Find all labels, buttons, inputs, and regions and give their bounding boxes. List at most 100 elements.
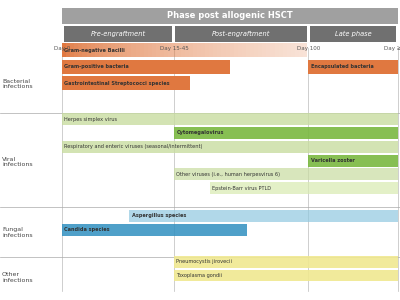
Bar <box>250 44 254 57</box>
Bar <box>258 44 262 57</box>
Bar <box>107 44 111 57</box>
Bar <box>78 44 82 57</box>
Bar <box>230 44 234 57</box>
Bar <box>164 44 168 57</box>
Bar <box>148 44 152 57</box>
FancyBboxPatch shape <box>62 8 398 24</box>
FancyBboxPatch shape <box>310 26 396 42</box>
Bar <box>123 44 128 57</box>
Text: Encapsulated bacteria: Encapsulated bacteria <box>311 64 374 69</box>
Bar <box>287 44 291 57</box>
Bar <box>174 168 398 180</box>
Text: Candida species: Candida species <box>64 227 110 232</box>
Bar <box>62 44 66 57</box>
Bar <box>222 44 226 57</box>
Text: Post-engraftment: Post-engraftment <box>212 31 270 37</box>
Text: Day 0: Day 0 <box>54 46 70 51</box>
Bar <box>274 44 279 57</box>
Bar <box>160 44 164 57</box>
Bar <box>210 182 398 194</box>
Bar <box>174 127 398 139</box>
Bar <box>86 44 91 57</box>
Text: Aspergillus species: Aspergillus species <box>132 214 186 218</box>
Text: Late phase: Late phase <box>335 31 372 37</box>
Bar <box>62 224 247 236</box>
Bar <box>132 44 136 57</box>
Bar <box>168 44 172 57</box>
Text: Fungal
infections: Fungal infections <box>2 227 33 238</box>
Bar <box>283 44 287 57</box>
Bar <box>205 44 209 57</box>
Text: Day ≥365: Day ≥365 <box>384 46 400 51</box>
Bar <box>279 44 283 57</box>
Bar <box>156 44 160 57</box>
Text: Pre-engraftment: Pre-engraftment <box>90 31 146 37</box>
Bar <box>103 44 107 57</box>
Bar <box>254 44 258 57</box>
Bar <box>74 44 78 57</box>
Bar <box>226 44 230 57</box>
Bar <box>308 60 398 74</box>
Bar <box>308 154 398 166</box>
Bar <box>180 44 185 57</box>
Bar <box>174 270 398 281</box>
Text: Pneumocystis jirovecii: Pneumocystis jirovecii <box>176 260 232 264</box>
Bar <box>299 44 303 57</box>
Text: Day 100: Day 100 <box>297 46 320 51</box>
Bar <box>291 44 295 57</box>
Bar <box>136 44 140 57</box>
Bar <box>174 256 398 268</box>
Bar <box>62 113 398 125</box>
Text: Day 15-45: Day 15-45 <box>160 46 188 51</box>
Text: Bacterial
infections: Bacterial infections <box>2 79 33 89</box>
Bar <box>144 44 148 57</box>
Bar <box>99 44 103 57</box>
Bar <box>266 44 270 57</box>
Bar <box>128 44 132 57</box>
Bar <box>234 44 238 57</box>
Bar <box>197 44 201 57</box>
Bar <box>295 44 299 57</box>
Text: Toxoplasma gondii: Toxoplasma gondii <box>176 273 222 278</box>
Text: Viral
infections: Viral infections <box>2 157 33 167</box>
Bar <box>129 210 398 222</box>
Bar <box>189 44 193 57</box>
Bar <box>238 44 242 57</box>
Bar <box>303 44 307 57</box>
Text: Varicella zoster: Varicella zoster <box>311 158 354 163</box>
Bar <box>213 44 217 57</box>
Bar <box>140 44 144 57</box>
Bar <box>95 44 99 57</box>
Bar <box>115 44 119 57</box>
Bar <box>82 44 86 57</box>
Bar <box>270 44 274 57</box>
Text: Other viruses (i.e., human herpesvirus 6): Other viruses (i.e., human herpesvirus 6… <box>176 172 280 177</box>
Bar <box>62 60 230 74</box>
Bar <box>193 44 197 57</box>
Text: Gram-negative Bacilli: Gram-negative Bacilli <box>64 48 125 53</box>
Text: Epstein-Barr virus PTLD: Epstein-Barr virus PTLD <box>212 186 271 190</box>
Bar <box>262 44 266 57</box>
Bar <box>246 44 250 57</box>
Bar <box>62 141 398 153</box>
Text: Other
infections: Other infections <box>2 272 33 283</box>
Bar <box>111 44 115 57</box>
Bar <box>172 44 176 57</box>
Bar <box>209 44 213 57</box>
Text: Respiratory and enteric viruses (seasonal/intermittent): Respiratory and enteric viruses (seasona… <box>64 144 203 149</box>
FancyBboxPatch shape <box>64 26 172 42</box>
Bar <box>201 44 205 57</box>
Text: Herpes simplex virus: Herpes simplex virus <box>64 117 118 122</box>
Bar <box>70 44 74 57</box>
Text: Phase post allogenic HSCT: Phase post allogenic HSCT <box>167 11 293 20</box>
Text: Gram-positive bacteria: Gram-positive bacteria <box>64 64 129 69</box>
Bar <box>91 44 95 57</box>
Bar <box>119 44 123 57</box>
Bar <box>185 44 189 57</box>
Bar <box>62 76 190 90</box>
Bar <box>66 44 70 57</box>
Bar <box>152 44 156 57</box>
Text: Gastrointestinal Streptococci species: Gastrointestinal Streptococci species <box>64 81 170 86</box>
Bar <box>217 44 222 57</box>
FancyBboxPatch shape <box>176 26 307 42</box>
